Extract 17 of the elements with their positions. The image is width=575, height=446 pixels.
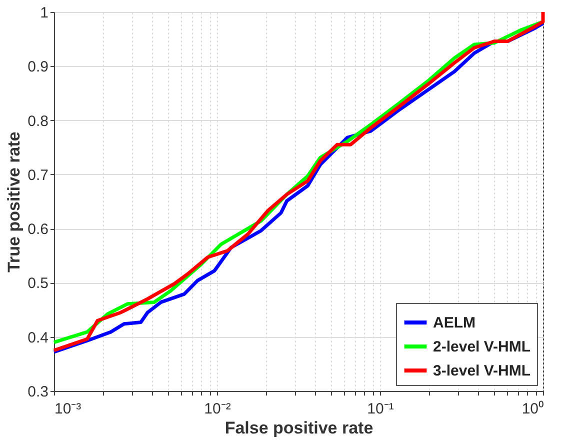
y-axis-title: True positive rate <box>4 132 24 272</box>
x-tick-label: 10⁰ <box>522 400 544 418</box>
y-tick-label: 0.7 <box>28 166 48 184</box>
y-tick-label: 0.5 <box>28 275 48 292</box>
x-tick-label: 10⁻¹ <box>367 400 394 418</box>
x-axis-title: False positive rate <box>224 418 374 438</box>
y-tick-label: 0.8 <box>28 112 48 130</box>
y-tick-label: 1 <box>40 4 48 22</box>
x-tick-label: 10⁻² <box>204 400 231 418</box>
x-tick-label: 10⁻³ <box>54 400 82 418</box>
legend-label: 2-level V-HML <box>433 338 531 356</box>
y-tick-label: 0.4 <box>28 329 48 346</box>
y-tick-label: 0.6 <box>28 221 48 238</box>
y-tick-label: 0.3 <box>28 384 48 400</box>
legend-label: AELM <box>433 314 476 332</box>
legend-label: 3-level V-HML <box>433 362 531 380</box>
y-tick-label: 0.9 <box>28 58 48 76</box>
